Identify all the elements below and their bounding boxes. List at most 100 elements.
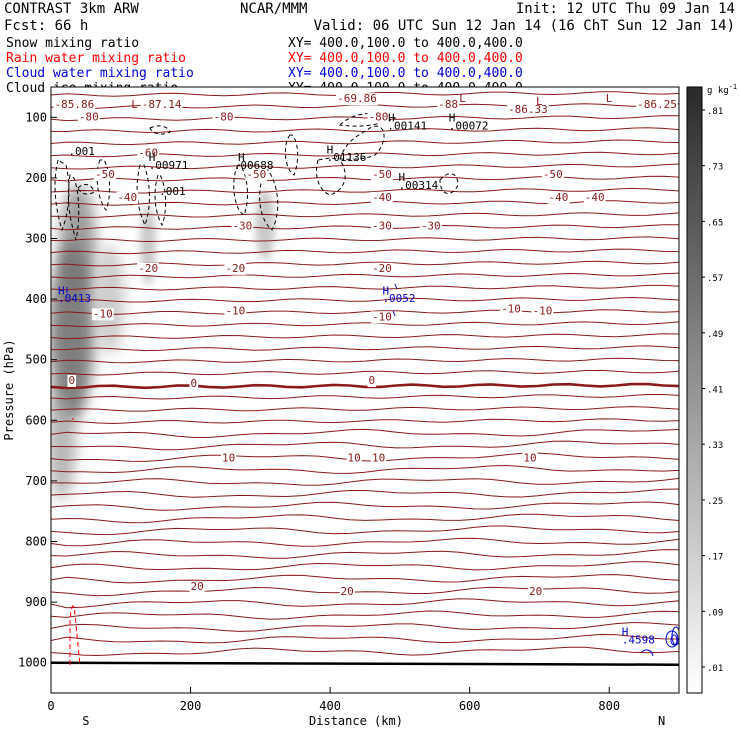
ice-contour <box>316 125 385 196</box>
temperature-contour <box>51 477 679 486</box>
colorbar-tick-label: .01 <box>707 664 723 674</box>
endpoint-start: S <box>82 714 89 728</box>
field-xy-0: XY= 400.0,100.0 to 400.0,400.0 <box>288 36 523 51</box>
temperature-contour <box>51 296 679 303</box>
temperature-contour <box>51 501 679 511</box>
temperature-contour <box>51 561 679 571</box>
temperature-label: 20 <box>191 580 204 593</box>
label-backdrop <box>370 452 387 465</box>
colorbar-tick-label: .57 <box>707 274 723 284</box>
temperature-label: -10 <box>532 304 552 317</box>
temperature-label: 0 <box>368 374 375 387</box>
label-backdrop <box>527 585 544 598</box>
extremum-label: .00314 <box>398 179 438 192</box>
x-tick-label: 0 <box>47 699 54 713</box>
label-backdrop <box>339 585 355 598</box>
temperature-label: -88 <box>438 98 458 111</box>
temperature-label: -40 <box>372 191 392 204</box>
y-tick-label: 500 <box>25 353 47 367</box>
label-backdrop <box>541 168 564 181</box>
x-axis-label: Distance (km) <box>309 714 403 728</box>
temperature-contour <box>51 586 679 597</box>
extremum-label: .00141 <box>387 119 427 132</box>
temperature-contour <box>51 513 679 524</box>
temperature-label: 20 <box>529 585 542 598</box>
temperature-label: -30 <box>421 219 441 232</box>
extremum-label: H <box>388 112 395 125</box>
temperature-label: -20 <box>138 262 158 275</box>
temperature-label: 10 <box>348 452 361 465</box>
temperature-contour <box>51 309 679 315</box>
temperature-contour <box>51 139 679 146</box>
extremum-label: .00072 <box>449 119 489 132</box>
temperature-label: -10 <box>225 304 245 317</box>
ice-contour <box>136 164 150 227</box>
label-backdrop <box>67 374 77 387</box>
label-backdrop <box>370 311 393 324</box>
ice-contour <box>233 164 248 216</box>
y-tick-label: 600 <box>25 413 47 427</box>
ice-contour <box>67 174 80 241</box>
extremum-label: H <box>382 284 389 297</box>
x-tick-label: 600 <box>459 699 481 713</box>
colorbar-tick-label: .81 <box>707 107 723 117</box>
temperature-label: -40 <box>549 191 569 204</box>
extremum-label: .00971 <box>149 159 189 172</box>
colorbar-unit: g kg-1 <box>707 83 737 96</box>
cloudwater-contour <box>665 630 679 648</box>
temperature-label: -86.33 <box>508 103 548 116</box>
extremum-label: .001 <box>159 185 186 198</box>
valid-time: Valid: 06 UTC Sun 12 Jan 14 (16 ChT Sun … <box>314 18 735 34</box>
temperature-contour <box>51 406 679 412</box>
temperature-label: -40 <box>117 191 137 204</box>
label-backdrop <box>370 168 393 181</box>
temperature-label: -10 <box>372 310 392 323</box>
temperature-label: -50 <box>95 168 115 181</box>
y-tick-label: 1000 <box>18 656 47 670</box>
cloud-ice-contours <box>54 113 459 241</box>
cloudwater-contour <box>394 283 398 290</box>
cloudwater-contour <box>670 634 678 646</box>
field-name-0: Snow mixing ratio <box>6 36 139 51</box>
label-backdrop <box>500 303 522 316</box>
colorbar-tick-label: .49 <box>707 330 723 340</box>
colorbar-tick-label: .73 <box>707 163 723 173</box>
temperature-label: 10 <box>372 452 385 465</box>
temperature-contour <box>51 646 679 657</box>
field-xy-1: XY= 400.0,100.0 to 400.0,400.0 <box>288 51 523 66</box>
y-tick-label: 200 <box>25 171 47 185</box>
label-backdrop <box>370 262 393 275</box>
temperature-label: -20 <box>225 262 245 275</box>
extremum-label: L <box>536 95 543 108</box>
colorbar-tick-label: .65 <box>707 218 723 228</box>
plot-frame <box>50 86 680 694</box>
label-backdrop <box>224 262 247 275</box>
label-backdrop <box>531 305 554 318</box>
colorbar-gradient <box>686 86 703 694</box>
colorbar-tick-label: .41 <box>707 386 723 396</box>
x-tick-label: 200 <box>180 699 202 713</box>
label-backdrop <box>367 111 390 124</box>
label-backdrop <box>116 191 139 204</box>
label-backdrop <box>93 168 116 181</box>
temperature-label: -30 <box>372 219 392 232</box>
label-backdrop <box>370 220 393 233</box>
temperature-label: -50 <box>246 168 266 181</box>
temperature-label: -40 <box>585 191 605 204</box>
label-backdrop <box>507 104 549 117</box>
axes: 0 200 400 600 800100200300400500600700800900… <box>18 110 665 728</box>
label-backdrop <box>370 191 393 204</box>
temperature-contour <box>51 394 679 400</box>
label-backdrop <box>91 308 114 321</box>
temperature-label: -85.86 <box>54 98 94 111</box>
temperature-contour <box>51 610 679 620</box>
label-backdrop <box>220 452 237 465</box>
label-backdrop <box>137 262 160 275</box>
cloud-water-contours <box>66 283 679 657</box>
temperature-label: -80 <box>368 110 388 123</box>
colorbar: g kg-1 .01 .09 .17 .25 .33 .41 .49 .57 .65 .73 .81 <box>686 83 737 694</box>
label-backdrop <box>231 220 254 233</box>
rain-contour <box>69 605 81 666</box>
temperature-label: -10 <box>93 307 113 320</box>
temperature-contour <box>51 345 679 352</box>
